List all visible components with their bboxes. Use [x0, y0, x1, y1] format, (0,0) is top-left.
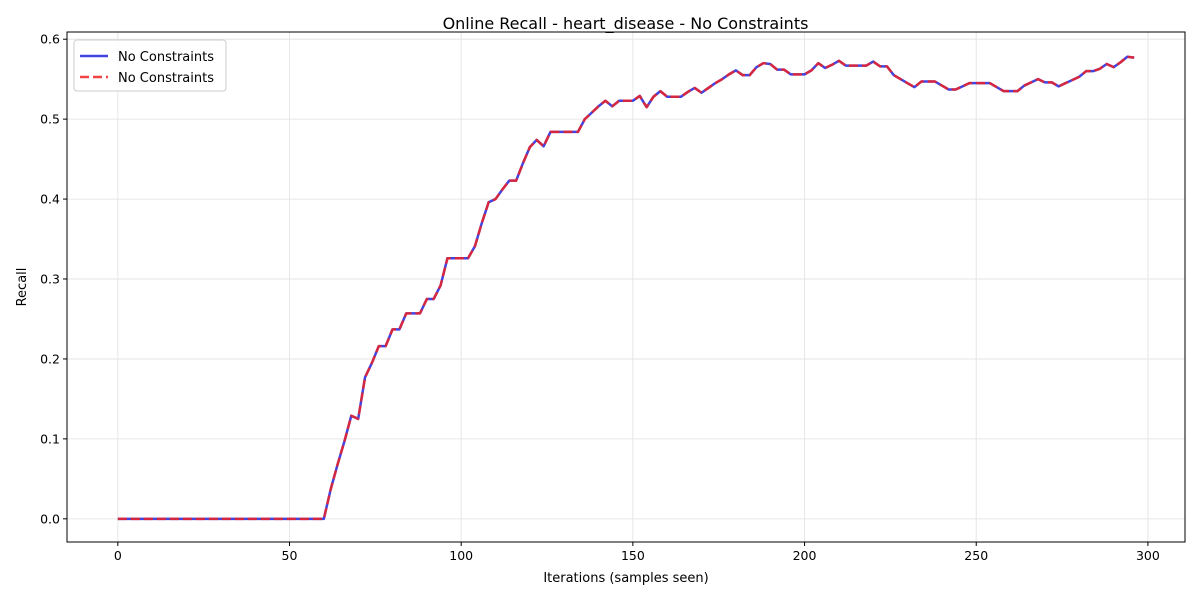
- x-axis: 0 50 100 150 200 250 300: [114, 542, 1160, 563]
- y-tick-label: 0.2: [40, 351, 60, 366]
- legend-box: [73, 39, 227, 92]
- chart-title: Online Recall - heart_disease - No Const…: [443, 14, 809, 34]
- series-line-dashed: [117, 55, 1135, 521]
- legend-label-dashed: No Constraints: [118, 71, 214, 86]
- x-tick-label: 0: [114, 548, 122, 563]
- x-tick-label: 150: [621, 548, 645, 563]
- y-tick-label: 0.1: [40, 431, 60, 446]
- series-lines: [117, 55, 1135, 521]
- x-tick-label: 100: [449, 548, 473, 563]
- y-tick-label: 0.6: [40, 32, 60, 47]
- x-tick-label: 250: [964, 548, 988, 563]
- y-axis-label: Recall: [15, 268, 30, 307]
- x-tick-label: 200: [793, 548, 817, 563]
- plot-area-frame: [66, 31, 1186, 543]
- y-tick-label: 0.5: [40, 112, 60, 127]
- x-axis-label: Iterations (samples seen): [543, 571, 708, 586]
- legend: No Constraints No Constraints: [73, 39, 227, 92]
- x-tick-label: 50: [282, 548, 298, 563]
- x-tick-label: 300: [1136, 548, 1160, 563]
- y-axis: 0.0 0.1 0.2 0.3 0.4 0.5 0.6: [40, 32, 67, 526]
- y-tick-label: 0.0: [40, 511, 60, 526]
- y-tick-label: 0.4: [40, 192, 60, 207]
- y-tick-label: 0.3: [40, 272, 60, 287]
- legend-label-solid: No Constraints: [118, 50, 214, 65]
